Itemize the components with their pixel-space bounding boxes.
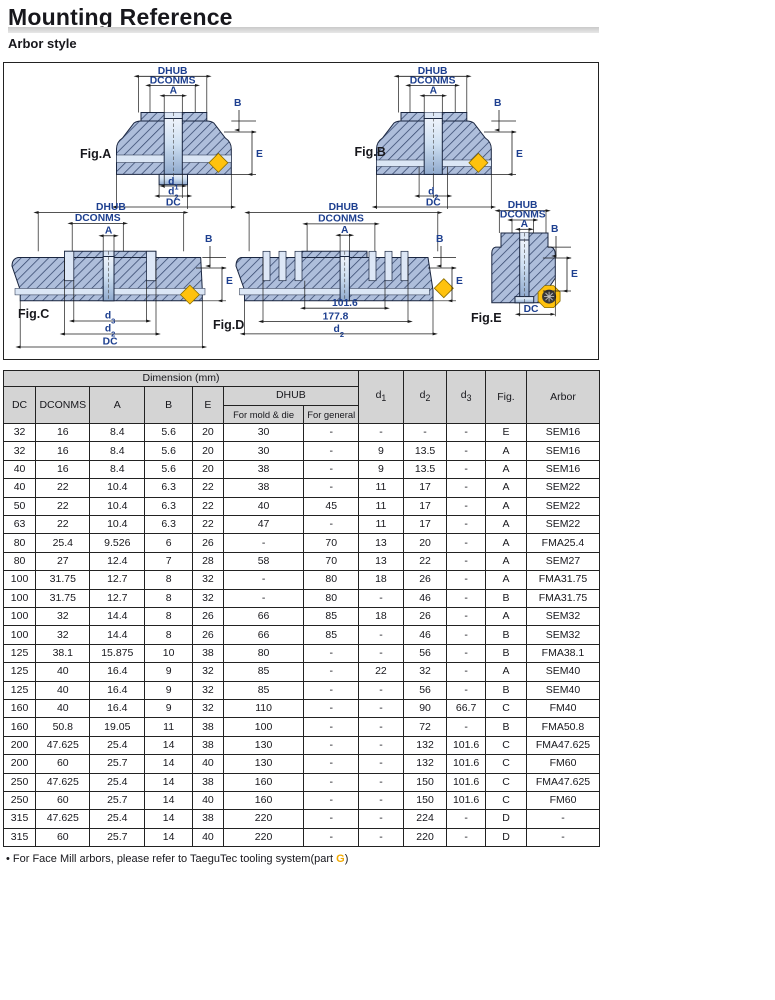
svg-text:E: E xyxy=(456,276,463,287)
svg-text:A: A xyxy=(170,86,178,97)
svg-text:101.6: 101.6 xyxy=(332,298,358,309)
svg-text:177.8: 177.8 xyxy=(323,312,349,323)
svg-text:Fig.A: Fig.A xyxy=(80,147,111,161)
svg-text:Fig.E: Fig.E xyxy=(471,311,502,325)
svg-text:d2: d2 xyxy=(334,324,344,339)
svg-text:B: B xyxy=(234,98,241,109)
svg-text:E: E xyxy=(516,149,523,160)
svg-text:A: A xyxy=(430,86,438,97)
svg-text:DC: DC xyxy=(524,304,539,315)
svg-text:E: E xyxy=(571,269,578,280)
svg-text:Fig.B: Fig.B xyxy=(355,145,386,159)
svg-text:A: A xyxy=(521,219,529,230)
svg-text:E: E xyxy=(256,149,263,160)
svg-text:DCONMS: DCONMS xyxy=(75,213,121,224)
svg-text:B: B xyxy=(551,224,558,235)
svg-text:B: B xyxy=(205,234,212,245)
svg-text:A: A xyxy=(105,226,113,237)
svg-text:A: A xyxy=(341,225,349,236)
svg-text:Fig.C: Fig.C xyxy=(18,307,49,321)
svg-text:DC: DC xyxy=(166,198,181,209)
svg-text:Fig.D: Fig.D xyxy=(213,318,244,332)
svg-text:B: B xyxy=(436,234,443,245)
svg-text:DHUB: DHUB xyxy=(96,202,126,213)
svg-text:DC: DC xyxy=(103,337,118,348)
svg-text:DC: DC xyxy=(426,198,441,209)
svg-text:DCONMS: DCONMS xyxy=(318,214,364,225)
svg-text:E: E xyxy=(226,276,233,287)
svg-text:B: B xyxy=(494,98,501,109)
svg-text:DHUB: DHUB xyxy=(329,202,359,213)
